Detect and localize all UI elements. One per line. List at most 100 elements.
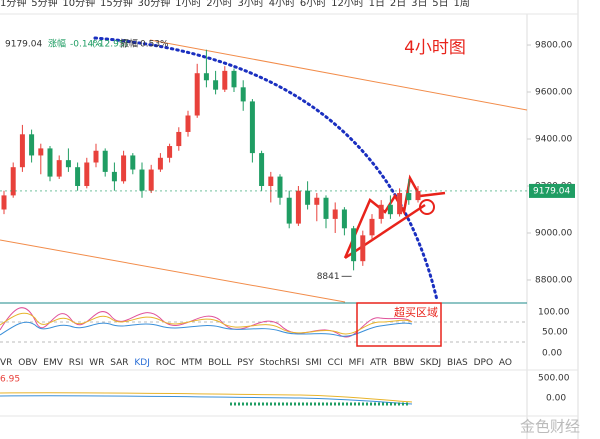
macd-line [0,392,413,403]
interval-tab[interactable]: 2小时 [206,0,233,9]
interval-tab[interactable]: 15分钟 [99,0,133,9]
candle-body [75,167,81,186]
interval-tab[interactable]: 1分钟 [0,0,27,9]
indicator-tab[interactable]: PSY [237,358,254,368]
interval-tab[interactable]: 1周 [453,0,470,9]
candle-body [213,80,219,90]
candle-body [148,169,154,191]
chart-title: 4小时图 [404,38,466,58]
low-label: 8841 [317,272,340,282]
indicator-tab[interactable]: BBW [393,358,415,368]
interval-tab[interactable]: 2日 [389,0,407,9]
indicator-tab[interactable]: SKDJ [419,358,442,368]
indicator-tab[interactable]: EMV [43,358,63,368]
candle-body [102,150,108,172]
interval-tab[interactable]: 5分钟 [31,0,58,9]
indicator-tab[interactable]: OBV [18,358,38,368]
watermark: 金色财经 [520,418,580,436]
indicator-tab[interactable]: WR [89,358,105,368]
indicator-tab[interactable]: StochRSI [259,358,300,368]
candle-body [231,70,237,88]
indicator-tab[interactable]: MFI [348,358,365,368]
candle-body [38,148,44,156]
interval-tab[interactable]: 30分钟 [137,0,171,9]
candle-body [323,197,329,219]
candle-body [93,150,99,163]
indicator-tick: 50.00 [542,328,568,338]
candle-body [332,209,338,219]
interval-tab[interactable]: 1日 [368,0,386,9]
indicator-tab[interactable]: KDJ [134,358,150,368]
candle-body [167,146,173,158]
interval-tab[interactable]: 3日 [411,0,428,9]
candle-body [286,197,292,224]
candle-body [259,153,265,186]
candle-body [305,190,311,205]
macd-line [0,395,413,405]
candle-body [19,134,25,168]
candle-body [378,204,384,219]
last-price-tag [529,183,575,198]
indicator-tab[interactable]: DPO [473,358,494,368]
channel-lower [0,239,346,303]
info-close: 9179.04 [5,40,42,50]
indicator-tab[interactable]: RSI [68,358,84,368]
y-tick-label: 9600.00 [535,88,572,98]
candle-body [176,131,182,147]
indicator-tabs: VR OBV EMV RSI WR SAR KDJ ROC MTM BOLL PSY StochRSI… [0,358,512,368]
candle-body [406,193,412,201]
candle-body [157,157,163,170]
candle-body [10,167,16,196]
interval-tab[interactable]: 6小时 [299,0,327,9]
indicator-tab[interactable]: AO [498,358,512,368]
macd-tick: 0.00 [546,394,566,404]
macd-value: 6.95 [0,375,20,385]
candle-body [194,73,200,116]
macd-tick: 500.00 [538,374,570,384]
interval-tab[interactable]: 4小时 [268,0,296,9]
drawn-circle [419,199,435,215]
indicator-line [0,321,413,337]
interval-tab[interactable]: 3小时 [237,0,264,9]
interval-tab[interactable]: 1小时 [175,0,202,9]
indicator-tick: 0.00 [542,349,562,359]
interval-tab[interactable]: 12小时 [331,0,364,9]
indicator-tab[interactable]: MTM [181,358,203,368]
candle-body [222,70,228,90]
candle-body [295,190,301,224]
candle-body [277,176,283,198]
indicator-tab[interactable]: VR [0,358,13,368]
candle-body [351,228,357,262]
candle-body [121,155,127,182]
indicator-tab[interactable]: ATR [370,358,388,368]
candle-body [341,209,347,229]
drawn-path [343,174,446,259]
interval-toolbar: 1分钟 5分钟 10分钟 15分钟 30分钟 1小时 2小时 3小时 4小时 6小时 12小时 1日 2… [0,0,470,9]
info-amp-label: 振幅 [120,38,138,50]
indicator-tab[interactable]: CCI [327,358,343,368]
forecast-arc [93,36,439,302]
candle-body [130,155,136,170]
y-tick-label: 9800.00 [535,41,572,51]
candle-body [47,148,53,177]
interval-tab[interactable]: 10分钟 [62,0,96,9]
candle-body [369,218,375,236]
indicator-tab[interactable]: SAR [110,358,129,368]
candle-body [185,115,191,132]
interval-tab[interactable]: 5日 [432,0,449,9]
candle-body [84,162,90,186]
candle-body [360,235,366,262]
indicator-tab[interactable]: SMI [305,358,322,368]
candle-body [65,160,71,168]
info-change: -0.14% [70,40,102,50]
info-amp: 0.53% [140,40,169,50]
candle-body [268,176,274,186]
indicator-tab[interactable]: ROC [155,358,176,368]
indicator-tab[interactable]: BIAS [447,358,468,368]
candle-body [56,160,62,177]
candle-body [29,134,35,156]
candle-body [203,73,209,81]
indicator-tab[interactable]: BOLL [208,358,232,368]
